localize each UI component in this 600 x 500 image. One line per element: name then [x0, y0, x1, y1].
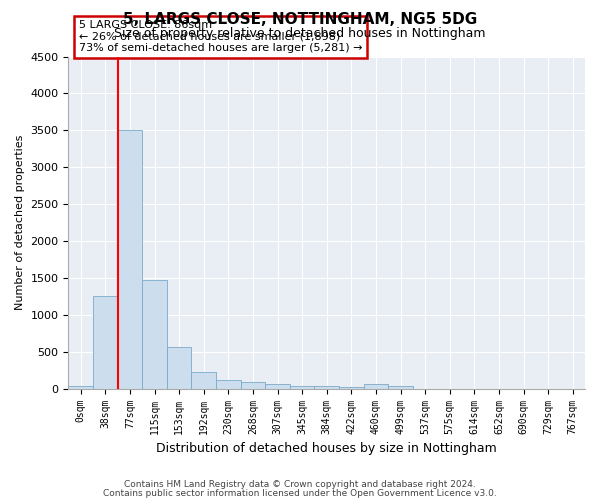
Text: Size of property relative to detached houses in Nottingham: Size of property relative to detached ho… [114, 28, 486, 40]
X-axis label: Distribution of detached houses by size in Nottingham: Distribution of detached houses by size … [157, 442, 497, 455]
Bar [191, 372, 216, 388]
Bar [93, 296, 118, 388]
Text: 5, LARGS CLOSE, NOTTINGHAM, NG5 5DG: 5, LARGS CLOSE, NOTTINGHAM, NG5 5DG [123, 12, 477, 28]
Bar [314, 386, 339, 388]
Text: Contains HM Land Registry data © Crown copyright and database right 2024.: Contains HM Land Registry data © Crown c… [124, 480, 476, 489]
Bar [388, 386, 413, 388]
Bar [290, 386, 314, 388]
Bar [216, 380, 241, 388]
Bar [142, 280, 167, 388]
Bar [339, 387, 364, 388]
Y-axis label: Number of detached properties: Number of detached properties [15, 135, 25, 310]
Text: 5 LARGS CLOSE: 86sqm
← 26% of detached houses are smaller (1,898)
73% of semi-de: 5 LARGS CLOSE: 86sqm ← 26% of detached h… [79, 20, 362, 53]
Bar [364, 384, 388, 388]
Bar [167, 346, 191, 389]
Text: Contains public sector information licensed under the Open Government Licence v3: Contains public sector information licen… [103, 488, 497, 498]
Bar [68, 386, 93, 388]
Bar [118, 130, 142, 388]
Bar [241, 382, 265, 388]
Bar [265, 384, 290, 388]
